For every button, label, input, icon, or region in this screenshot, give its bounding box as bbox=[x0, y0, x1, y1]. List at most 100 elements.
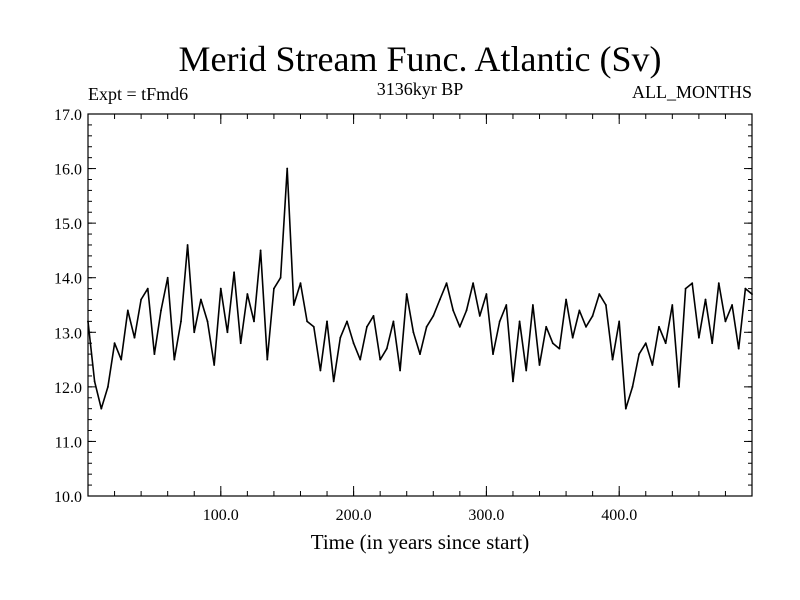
data-point bbox=[691, 282, 694, 285]
x-tick-label: 100.0 bbox=[203, 507, 239, 524]
data-point bbox=[193, 331, 196, 334]
data-point bbox=[671, 304, 674, 306]
data-point bbox=[578, 309, 581, 312]
data-point bbox=[565, 298, 567, 301]
data-point bbox=[638, 353, 641, 356]
data-point bbox=[266, 358, 269, 361]
data-point bbox=[299, 282, 302, 285]
data-point bbox=[605, 304, 607, 306]
data-point bbox=[525, 369, 528, 372]
data-point bbox=[684, 287, 687, 290]
data-point bbox=[658, 325, 660, 328]
epoch-label: 3136kyr BP bbox=[377, 79, 464, 99]
data-point bbox=[724, 320, 727, 323]
data-point bbox=[492, 353, 494, 356]
data-point bbox=[319, 369, 322, 372]
data-point bbox=[551, 342, 554, 345]
y-tick-label: 17.0 bbox=[54, 107, 82, 124]
data-point bbox=[120, 358, 123, 361]
data-point bbox=[445, 282, 448, 285]
data-point bbox=[432, 315, 435, 317]
data-point bbox=[372, 315, 375, 317]
experiment-label: Expt = tFmd6 bbox=[88, 84, 188, 104]
data-point bbox=[346, 320, 348, 323]
data-point bbox=[286, 167, 289, 170]
data-point bbox=[711, 342, 714, 345]
data-point bbox=[399, 369, 401, 372]
data-point bbox=[465, 309, 468, 312]
data-point bbox=[146, 287, 149, 290]
y-tick-label: 12.0 bbox=[54, 380, 82, 397]
data-point bbox=[538, 364, 541, 366]
data-point bbox=[505, 304, 508, 306]
series-line bbox=[87, 167, 753, 410]
data-point bbox=[704, 298, 707, 301]
data-point bbox=[173, 358, 176, 361]
y-tick-label: 14.0 bbox=[54, 271, 82, 288]
data-point bbox=[545, 325, 548, 328]
data-point bbox=[678, 385, 680, 388]
data-point bbox=[518, 320, 521, 323]
data-point bbox=[140, 298, 143, 301]
data-point bbox=[199, 298, 202, 301]
x-tick-label: 200.0 bbox=[336, 507, 372, 524]
data-point bbox=[219, 287, 222, 290]
data-point bbox=[379, 358, 382, 361]
data-point bbox=[180, 320, 182, 323]
data-point bbox=[591, 315, 594, 317]
data-point bbox=[326, 320, 328, 323]
data-point bbox=[279, 276, 282, 279]
data-point bbox=[213, 364, 216, 366]
data-point bbox=[259, 249, 262, 252]
data-point bbox=[93, 380, 96, 383]
data-point bbox=[405, 293, 408, 295]
data-point bbox=[246, 293, 249, 295]
data-point bbox=[478, 315, 481, 317]
data-point bbox=[385, 347, 388, 350]
data-point bbox=[126, 309, 129, 312]
data-point bbox=[744, 287, 747, 290]
data-point bbox=[439, 298, 441, 301]
data-point bbox=[737, 347, 740, 350]
data-point bbox=[352, 342, 355, 345]
data-point bbox=[292, 304, 295, 306]
data-point bbox=[153, 353, 156, 356]
data-point bbox=[624, 407, 627, 410]
y-tick-label: 16.0 bbox=[54, 162, 82, 179]
months-label: ALL_MONTHS bbox=[632, 82, 752, 102]
data-point bbox=[253, 320, 255, 323]
data-point bbox=[107, 385, 109, 388]
data-point bbox=[558, 347, 561, 350]
data-point bbox=[233, 271, 235, 274]
data-point bbox=[186, 244, 189, 246]
data-point bbox=[452, 309, 455, 312]
data-point bbox=[717, 282, 720, 285]
data-point bbox=[359, 358, 362, 361]
data-point bbox=[512, 380, 514, 383]
data-point bbox=[133, 336, 136, 339]
data-point bbox=[485, 293, 488, 295]
data-point bbox=[113, 342, 116, 345]
data-point bbox=[644, 342, 647, 345]
plot-area: 10.0 11.0 12.0 13.0 14.0 15.0 16.0 17.0 100.0 200… bbox=[54, 107, 753, 524]
data-point bbox=[166, 276, 169, 279]
data-point bbox=[425, 325, 428, 328]
data-point bbox=[731, 304, 733, 306]
data-point bbox=[458, 325, 461, 328]
data-point bbox=[419, 353, 421, 356]
chart-title: Merid Stream Func. Atlantic (Sv) bbox=[179, 39, 662, 79]
data-point bbox=[697, 336, 700, 339]
data-point bbox=[585, 325, 587, 328]
data-point bbox=[618, 320, 621, 323]
y-tick-label: 15.0 bbox=[54, 216, 82, 233]
data-point bbox=[631, 385, 634, 388]
data-point bbox=[598, 293, 601, 295]
data-point bbox=[664, 342, 667, 345]
x-tick-label: 300.0 bbox=[468, 507, 504, 524]
data-point bbox=[160, 309, 162, 312]
data-point bbox=[498, 320, 501, 323]
data-point bbox=[472, 282, 475, 285]
data-point bbox=[412, 331, 415, 334]
x-axis-label: Time (in years since start) bbox=[311, 530, 530, 554]
